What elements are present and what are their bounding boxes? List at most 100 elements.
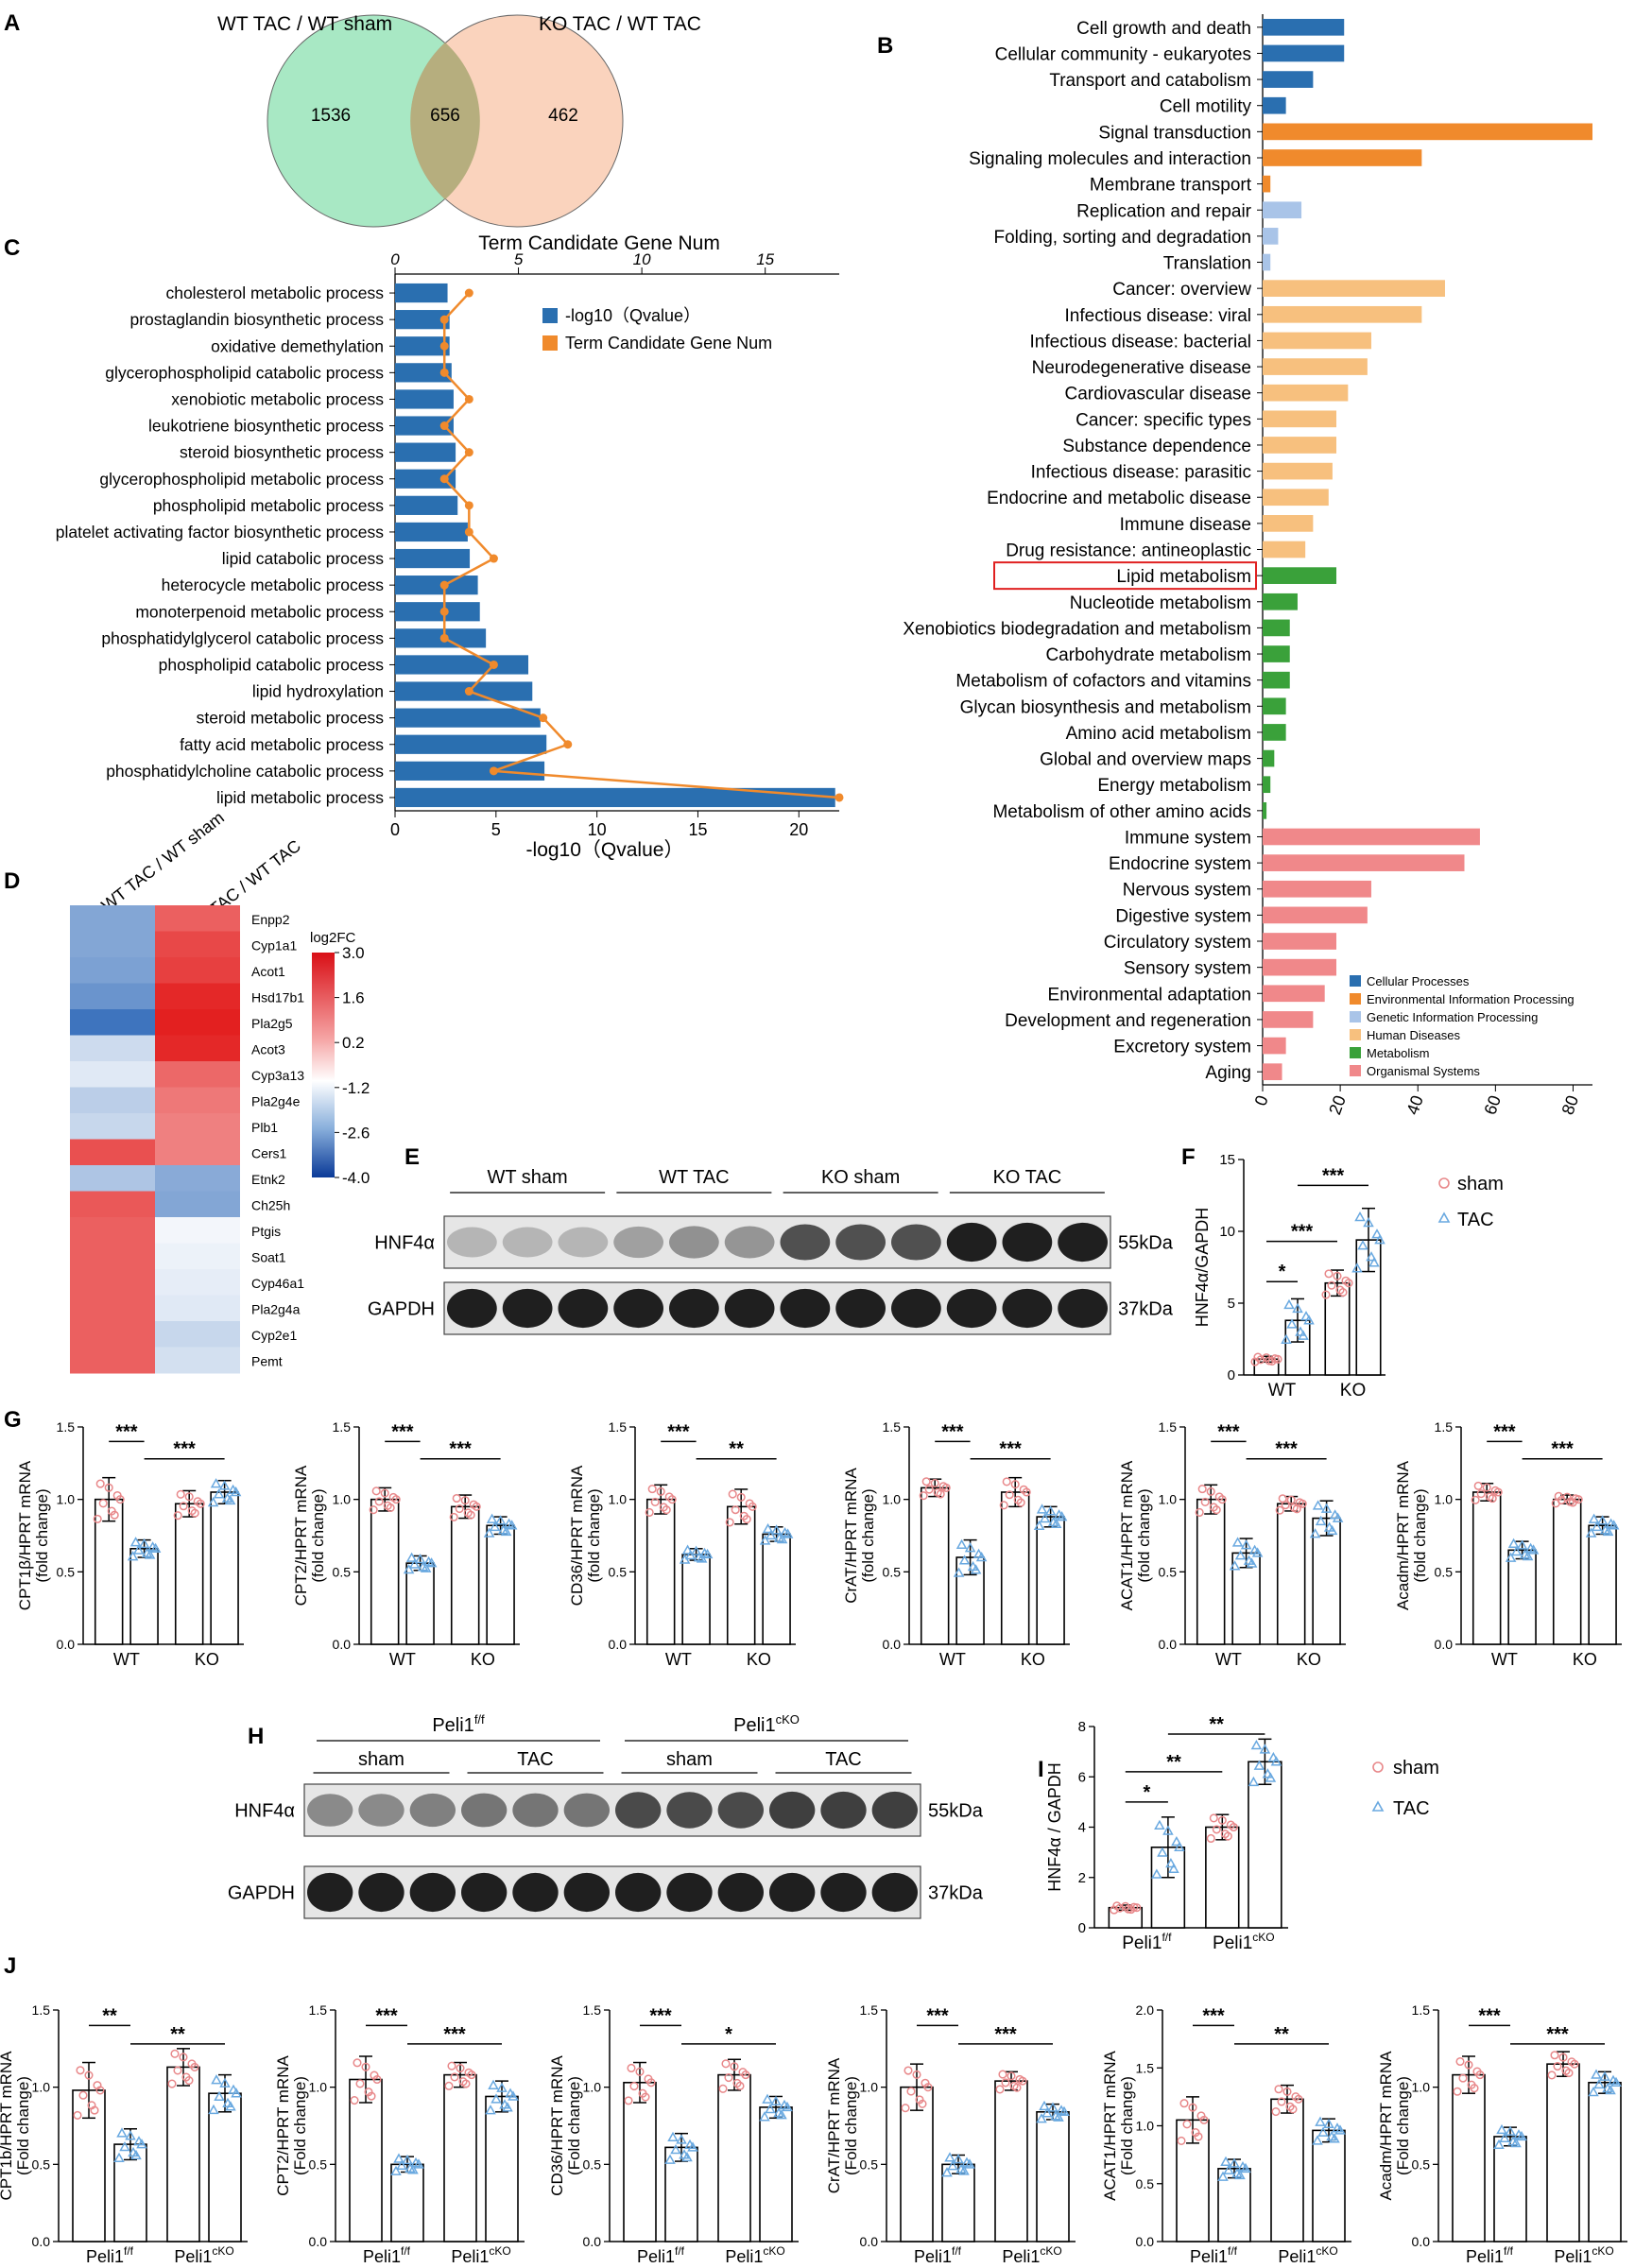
plot-bar-3 bbox=[1248, 1761, 1282, 1929]
data-point-tac bbox=[116, 2127, 128, 2138]
data-point-sham bbox=[450, 2072, 459, 2082]
group-superscript: cKO bbox=[1316, 2244, 1337, 2258]
legend-genenum-label: Term Candidate Gene Num bbox=[565, 334, 772, 352]
plot-bar-3 bbox=[210, 1491, 239, 1645]
plot-group-label: WT bbox=[113, 1650, 140, 1669]
plot-y-tick-label: 1.0 bbox=[309, 2080, 328, 2095]
group-superscript: f/f bbox=[401, 2244, 411, 2258]
plot-y-tick-label: 0.5 bbox=[860, 2156, 879, 2172]
data-point-tac bbox=[404, 2162, 416, 2173]
data-point-tac bbox=[1329, 2133, 1340, 2143]
plot-bar-1 bbox=[405, 1562, 435, 1645]
data-point-tac bbox=[133, 2136, 145, 2146]
data-point-tac bbox=[1329, 1509, 1341, 1520]
data-point-sham bbox=[644, 2074, 653, 2084]
plot-sig-label: *** bbox=[926, 2005, 949, 2026]
data-point-tac bbox=[964, 2158, 975, 2169]
kegg-highlight-box bbox=[993, 561, 1257, 591]
data-point-sham bbox=[1179, 2099, 1189, 2108]
data-point-sham bbox=[193, 1497, 202, 1506]
data-point-tac bbox=[1366, 1251, 1377, 1262]
data-point-sham bbox=[1197, 1485, 1207, 1494]
plot-bar-2 bbox=[1270, 2098, 1304, 2242]
go-bar-16 bbox=[395, 708, 541, 728]
data-point-tac bbox=[1351, 1263, 1363, 1273]
blot-band bbox=[358, 1872, 404, 1913]
kegg-bar-23 bbox=[1263, 619, 1290, 637]
data-point-sham bbox=[906, 2087, 916, 2096]
blot-band bbox=[358, 1794, 404, 1827]
data-point-sham bbox=[739, 1511, 749, 1521]
go-bar-5 bbox=[395, 416, 454, 436]
blot-size-label: 55kDa bbox=[928, 1801, 984, 1822]
plot-bar-0 bbox=[1196, 1498, 1226, 1645]
data-point-tac bbox=[489, 1521, 501, 1532]
plot-bar-2 bbox=[1324, 1281, 1351, 1376]
blot-band bbox=[502, 1288, 553, 1329]
heatmap-cell bbox=[155, 905, 240, 932]
data-point-tac bbox=[1229, 1560, 1241, 1571]
data-point-tac bbox=[1292, 1302, 1303, 1314]
data-point-sham bbox=[1327, 1280, 1336, 1290]
data-point-tac bbox=[422, 1555, 435, 1566]
data-point-sham bbox=[656, 1486, 665, 1496]
blot-row-label: HNF4α bbox=[374, 1233, 435, 1254]
go-top-tick-label: 10 bbox=[633, 250, 651, 268]
western-blot-e: HNF4α 55kDa GAPDH 37kDa WT sham WT TAC KO sham… bbox=[368, 1167, 1174, 1335]
data-point-tac bbox=[403, 1564, 415, 1574]
go-genenum-point-10 bbox=[489, 554, 498, 563]
kegg-bar-27 bbox=[1263, 724, 1286, 741]
blot-band bbox=[835, 1224, 886, 1261]
plot-bar-3 bbox=[1312, 1517, 1341, 1645]
data-point-tac bbox=[1050, 1518, 1062, 1529]
kegg-category-label: Endocrine system bbox=[1109, 854, 1251, 874]
legend-sham-label: sham bbox=[1457, 1174, 1504, 1194]
heatmap-gene-label: Acot1 bbox=[251, 964, 285, 979]
go-top-tick-label: 15 bbox=[756, 250, 774, 268]
data-point-tac bbox=[1591, 2069, 1602, 2079]
data-point-sham bbox=[1553, 2061, 1562, 2071]
data-point-tac bbox=[1599, 2070, 1610, 2081]
data-point-tac bbox=[1493, 2139, 1505, 2149]
data-point-tac bbox=[500, 1525, 512, 1537]
blot-band bbox=[835, 1288, 886, 1329]
plot-y-label-2: (fold change) bbox=[1135, 1488, 1153, 1582]
data-point-tac bbox=[1605, 2084, 1616, 2095]
plot-y-tick-label: 1.5 bbox=[57, 1419, 76, 1435]
legend-qvalue-label: -log10（Qvalue） bbox=[565, 306, 700, 325]
kegg-category-label: Nervous system bbox=[1123, 881, 1251, 901]
data-point-tac bbox=[1058, 2105, 1070, 2117]
kegg-legend-swatch-3 bbox=[1350, 1029, 1361, 1040]
panel-letter-e: E bbox=[404, 1144, 420, 1170]
data-point-tac bbox=[491, 2093, 502, 2104]
plot-y-label-2: (fold change) bbox=[33, 1488, 51, 1582]
legend-tac-marker bbox=[1437, 1211, 1451, 1223]
group-superscript: cKO bbox=[1040, 2244, 1061, 2258]
data-point-tac bbox=[144, 1549, 156, 1559]
heatmap-cell bbox=[70, 1035, 155, 1062]
plot-y-tick-label: 1.5 bbox=[883, 1419, 902, 1435]
data-point-sham bbox=[369, 1505, 378, 1515]
heatmap-scale-label: 3.0 bbox=[342, 944, 365, 962]
data-point-tac bbox=[967, 1560, 979, 1572]
kegg-category-label: Cellular community - eukaryotes bbox=[995, 44, 1251, 64]
data-point-tac bbox=[393, 2153, 404, 2163]
blot-band bbox=[717, 1872, 764, 1913]
data-point-tac bbox=[941, 2167, 953, 2177]
data-point-sham bbox=[718, 2084, 728, 2093]
kegg-bar-2 bbox=[1263, 71, 1314, 88]
plot-y-label: ACAT1/HPRT mRNA bbox=[1101, 2050, 1119, 2200]
go-term-label: steroid biosynthetic process bbox=[180, 443, 384, 462]
data-point-sham bbox=[1124, 1904, 1133, 1914]
plot-y-tick-label: 0.5 bbox=[583, 2156, 602, 2172]
data-point-sham bbox=[1177, 2136, 1186, 2145]
blot-band bbox=[461, 1872, 508, 1913]
go-term-label: glycerophospholipid catabolic process bbox=[105, 363, 384, 382]
data-point-sham bbox=[1482, 1483, 1491, 1492]
data-point-tac bbox=[1036, 1503, 1048, 1514]
blot-band bbox=[891, 1224, 941, 1261]
kegg-legend-swatch-1 bbox=[1350, 993, 1361, 1005]
